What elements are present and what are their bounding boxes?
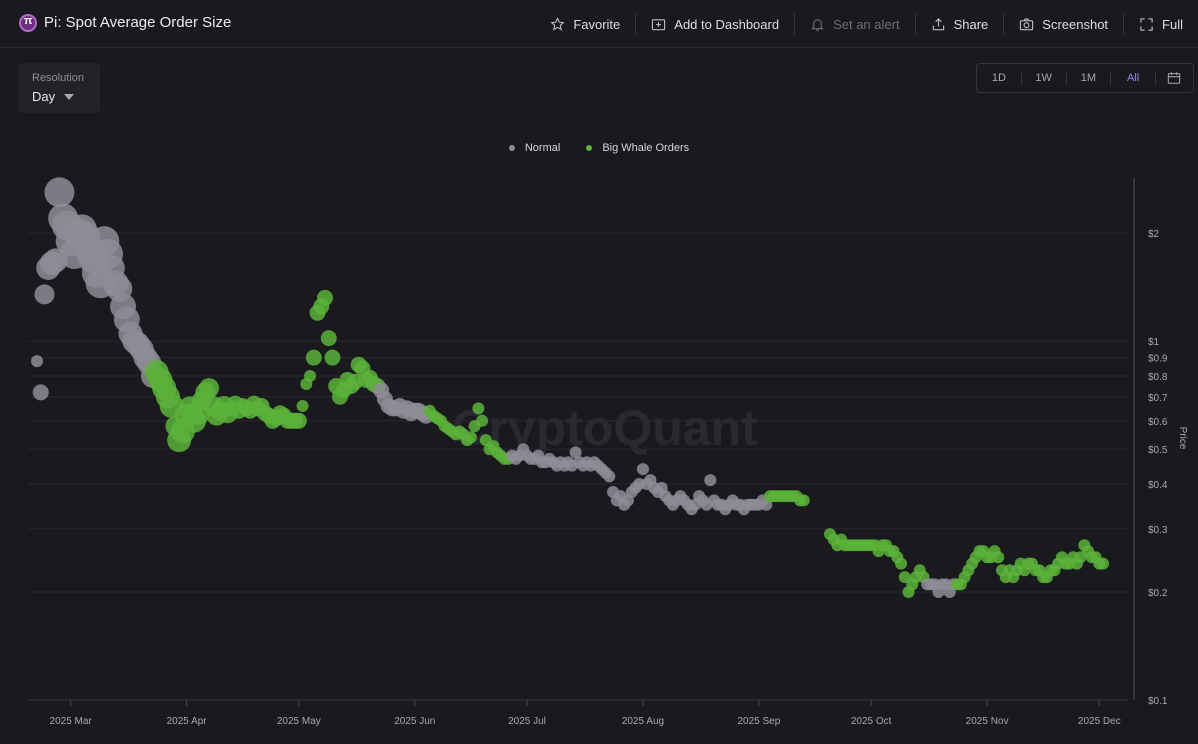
data-point-normal[interactable]	[31, 355, 43, 368]
chart-legend: Normal Big Whale Orders	[0, 142, 1198, 154]
range-divider	[1110, 71, 1112, 85]
set-alert-button[interactable]: Set an alert	[794, 13, 915, 35]
legend-item-whale[interactable]: Big Whale Orders	[586, 142, 689, 154]
x-tick-label: 2025 Oct	[851, 716, 892, 727]
data-point-whale[interactable]	[304, 369, 317, 382]
y-tick-label: $0.5	[1148, 445, 1168, 456]
range-all-button[interactable]: All	[1127, 72, 1140, 84]
y-tick-label: $0.1	[1148, 696, 1168, 707]
data-point-whale[interactable]	[476, 414, 489, 427]
data-points	[31, 177, 1110, 598]
resolution-label: Resolution	[32, 72, 84, 84]
watermark: CryptoQuant	[452, 400, 758, 456]
data-point-whale[interactable]	[317, 289, 334, 306]
data-point-whale[interactable]	[797, 494, 810, 507]
x-axis-ticks: 2025 Mar 2025 Apr 2025 May 2025 Jun 2025 Jul…	[50, 700, 1121, 727]
x-tick-label: 2025 Mar	[50, 716, 93, 727]
x-tick-label: 2025 Sep	[737, 716, 780, 727]
header-actions: Favorite Add to Dashboard Set an alert S…	[535, 0, 1198, 48]
x-tick-label: 2025 Jul	[508, 716, 546, 727]
range-divider	[1065, 71, 1067, 85]
data-point-whale[interactable]	[464, 431, 477, 444]
fullscreen-icon	[1140, 17, 1153, 31]
range-1d-button[interactable]: 1D	[991, 72, 1006, 84]
add-to-dashboard-button[interactable]: Add to Dashboard	[635, 13, 794, 35]
data-point-whale[interactable]	[1097, 557, 1110, 570]
y-tick-label: $0.9	[1148, 354, 1168, 365]
y-tick-label: $0.2	[1148, 588, 1168, 599]
y-tick-label: $0.8	[1148, 372, 1168, 383]
data-point-whale[interactable]	[895, 557, 908, 570]
favorite-label: Favorite	[573, 16, 621, 32]
legend-dot-whale	[586, 145, 593, 151]
legend-label-normal: Normal	[524, 142, 561, 154]
share-button[interactable]: Share	[914, 13, 1004, 35]
data-point-whale[interactable]	[324, 349, 341, 366]
caret-down-icon	[64, 94, 74, 100]
share-label: Share	[953, 16, 989, 32]
data-point-whale[interactable]	[320, 330, 337, 347]
resolution-select[interactable]: Resolution Day	[18, 63, 100, 113]
x-tick-label: 2025 May	[277, 716, 321, 727]
data-point-normal[interactable]	[704, 474, 717, 487]
legend-label-whale: Big Whale Orders	[602, 142, 690, 154]
legend-dot-normal	[508, 145, 515, 151]
data-point-whale[interactable]	[296, 399, 309, 412]
range-divider	[1020, 71, 1022, 85]
data-point-normal[interactable]	[34, 284, 55, 305]
y-axis-ticks: $2 $1 $0.9 $0.8 $0.7 $0.6 $0.5 $0.4 $0.3 $0.2 $0.1	[1148, 229, 1168, 707]
screenshot-label: Screenshot	[1042, 16, 1109, 32]
data-point-normal[interactable]	[32, 384, 49, 401]
data-point-whale[interactable]	[472, 402, 485, 415]
x-tick-label: 2025 Aug	[622, 716, 664, 727]
dashboard-add-icon	[652, 18, 666, 30]
data-point-whale[interactable]	[305, 349, 322, 366]
favorite-button[interactable]: Favorite	[535, 13, 635, 35]
x-tick-label: 2025 Nov	[966, 716, 1009, 727]
camera-icon	[1020, 18, 1034, 30]
data-point-normal[interactable]	[44, 177, 75, 208]
data-point-normal[interactable]	[569, 446, 582, 459]
page-title: Pi: Spot Average Order Size	[44, 14, 232, 31]
y-tick-label: $0.4	[1148, 480, 1168, 491]
time-range-selector: 1D 1W 1M All	[976, 63, 1194, 93]
y-tick-label: $0.3	[1148, 525, 1168, 536]
top-bar: Pi: Spot Average Order Size Favorite Add…	[0, 0, 1198, 48]
data-point-whale[interactable]	[199, 378, 220, 399]
star-icon	[550, 16, 565, 30]
data-point-whale[interactable]	[898, 571, 911, 584]
data-point-normal[interactable]	[603, 470, 616, 483]
range-1w-button[interactable]: 1W	[1035, 72, 1052, 84]
bell-icon	[811, 18, 824, 31]
screenshot-button[interactable]: Screenshot	[1003, 13, 1123, 35]
x-tick-label: 2025 Dec	[1078, 716, 1121, 727]
fullscreen-label: Full	[1162, 16, 1183, 32]
range-1m-button[interactable]: 1M	[1080, 72, 1097, 84]
calendar-button[interactable]	[1156, 71, 1193, 85]
x-tick-label: 2025 Apr	[167, 716, 208, 727]
data-point-whale[interactable]	[290, 412, 307, 429]
resolution-value: Day	[32, 89, 56, 104]
scatter-chart: CryptoQuant $2 $1 $0.9 $0.8 $0.7 $0.6 $0.5 $0.4…	[28, 177, 1188, 727]
legend-item-normal[interactable]: Normal	[508, 142, 561, 154]
y-tick-label: $1	[1148, 337, 1160, 348]
pi-logo-icon	[19, 14, 37, 32]
calendar-icon	[1168, 72, 1181, 84]
y-tick-label: $0.6	[1148, 417, 1168, 428]
data-point-whale[interactable]	[992, 551, 1005, 564]
y-tick-label: $2	[1148, 229, 1160, 240]
fullscreen-button[interactable]: Full	[1123, 13, 1198, 35]
y-axis-label: Price	[1177, 427, 1188, 450]
y-tick-label: $0.7	[1148, 393, 1168, 404]
set-alert-label: Set an alert	[833, 16, 900, 32]
range-divider	[1155, 71, 1156, 85]
x-tick-label: 2025 Jun	[394, 716, 435, 727]
data-point-normal[interactable]	[636, 463, 649, 476]
share-icon	[932, 17, 944, 30]
add-to-dashboard-label: Add to Dashboard	[674, 16, 780, 32]
